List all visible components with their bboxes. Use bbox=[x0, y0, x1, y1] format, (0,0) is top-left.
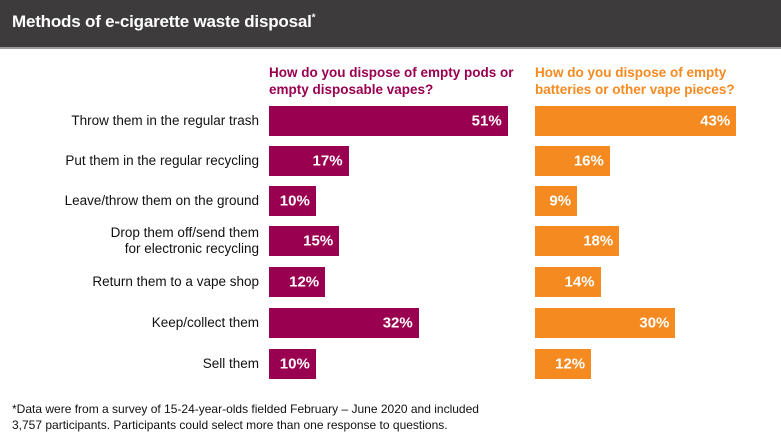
bar: 30% bbox=[535, 308, 676, 338]
bar: 18% bbox=[535, 226, 620, 256]
bar: 12% bbox=[535, 349, 592, 379]
data-label: 14% bbox=[564, 273, 595, 291]
series-header-pods: How do you dispose of empty pods or empt… bbox=[269, 65, 514, 97]
category-label: Drop them off/send them for electronic r… bbox=[110, 225, 259, 256]
title-bar: Methods of e-cigarette waste disposal* bbox=[0, 0, 781, 49]
data-label: 10% bbox=[279, 355, 310, 373]
data-label: 51% bbox=[471, 112, 502, 130]
bar: 10% bbox=[269, 349, 316, 379]
data-label: 12% bbox=[555, 355, 586, 373]
data-label: 16% bbox=[573, 152, 604, 170]
data-label: 9% bbox=[549, 192, 572, 210]
data-label: 43% bbox=[700, 112, 731, 130]
bar: 10% bbox=[269, 186, 316, 216]
title-asterisk: * bbox=[311, 12, 316, 24]
bar: 12% bbox=[269, 267, 326, 297]
data-label: 10% bbox=[279, 192, 310, 210]
footnote: *Data were from a survey of 15-24-year-o… bbox=[12, 402, 479, 432]
data-label: 12% bbox=[289, 273, 320, 291]
title-text: Methods of e-cigarette waste disposal bbox=[12, 12, 312, 31]
data-label: 30% bbox=[639, 314, 670, 332]
bar: 17% bbox=[269, 146, 349, 176]
category-label: Return them to a vape shop bbox=[92, 274, 259, 289]
data-label: 18% bbox=[583, 232, 614, 250]
category-label: Keep/collect them bbox=[151, 315, 259, 330]
data-label: 32% bbox=[382, 314, 413, 332]
category-label: Leave/throw them on the ground bbox=[64, 193, 259, 208]
bar: 32% bbox=[269, 308, 419, 338]
category-label: Sell them bbox=[202, 356, 259, 371]
series-header-batteries: How do you dispose of empty batteries or… bbox=[535, 65, 735, 97]
bar: 16% bbox=[535, 146, 610, 176]
data-label: 17% bbox=[312, 152, 343, 170]
bar: 15% bbox=[269, 226, 340, 256]
bar: 51% bbox=[269, 106, 508, 136]
bar: 9% bbox=[535, 186, 578, 216]
category-label: Put them in the regular recycling bbox=[65, 153, 259, 168]
bar: 14% bbox=[535, 267, 601, 297]
chart-title: Methods of e-cigarette waste disposal* bbox=[12, 12, 316, 32]
category-label: Throw them in the regular trash bbox=[71, 113, 259, 128]
bar: 43% bbox=[535, 106, 737, 136]
data-label: 15% bbox=[303, 232, 334, 250]
